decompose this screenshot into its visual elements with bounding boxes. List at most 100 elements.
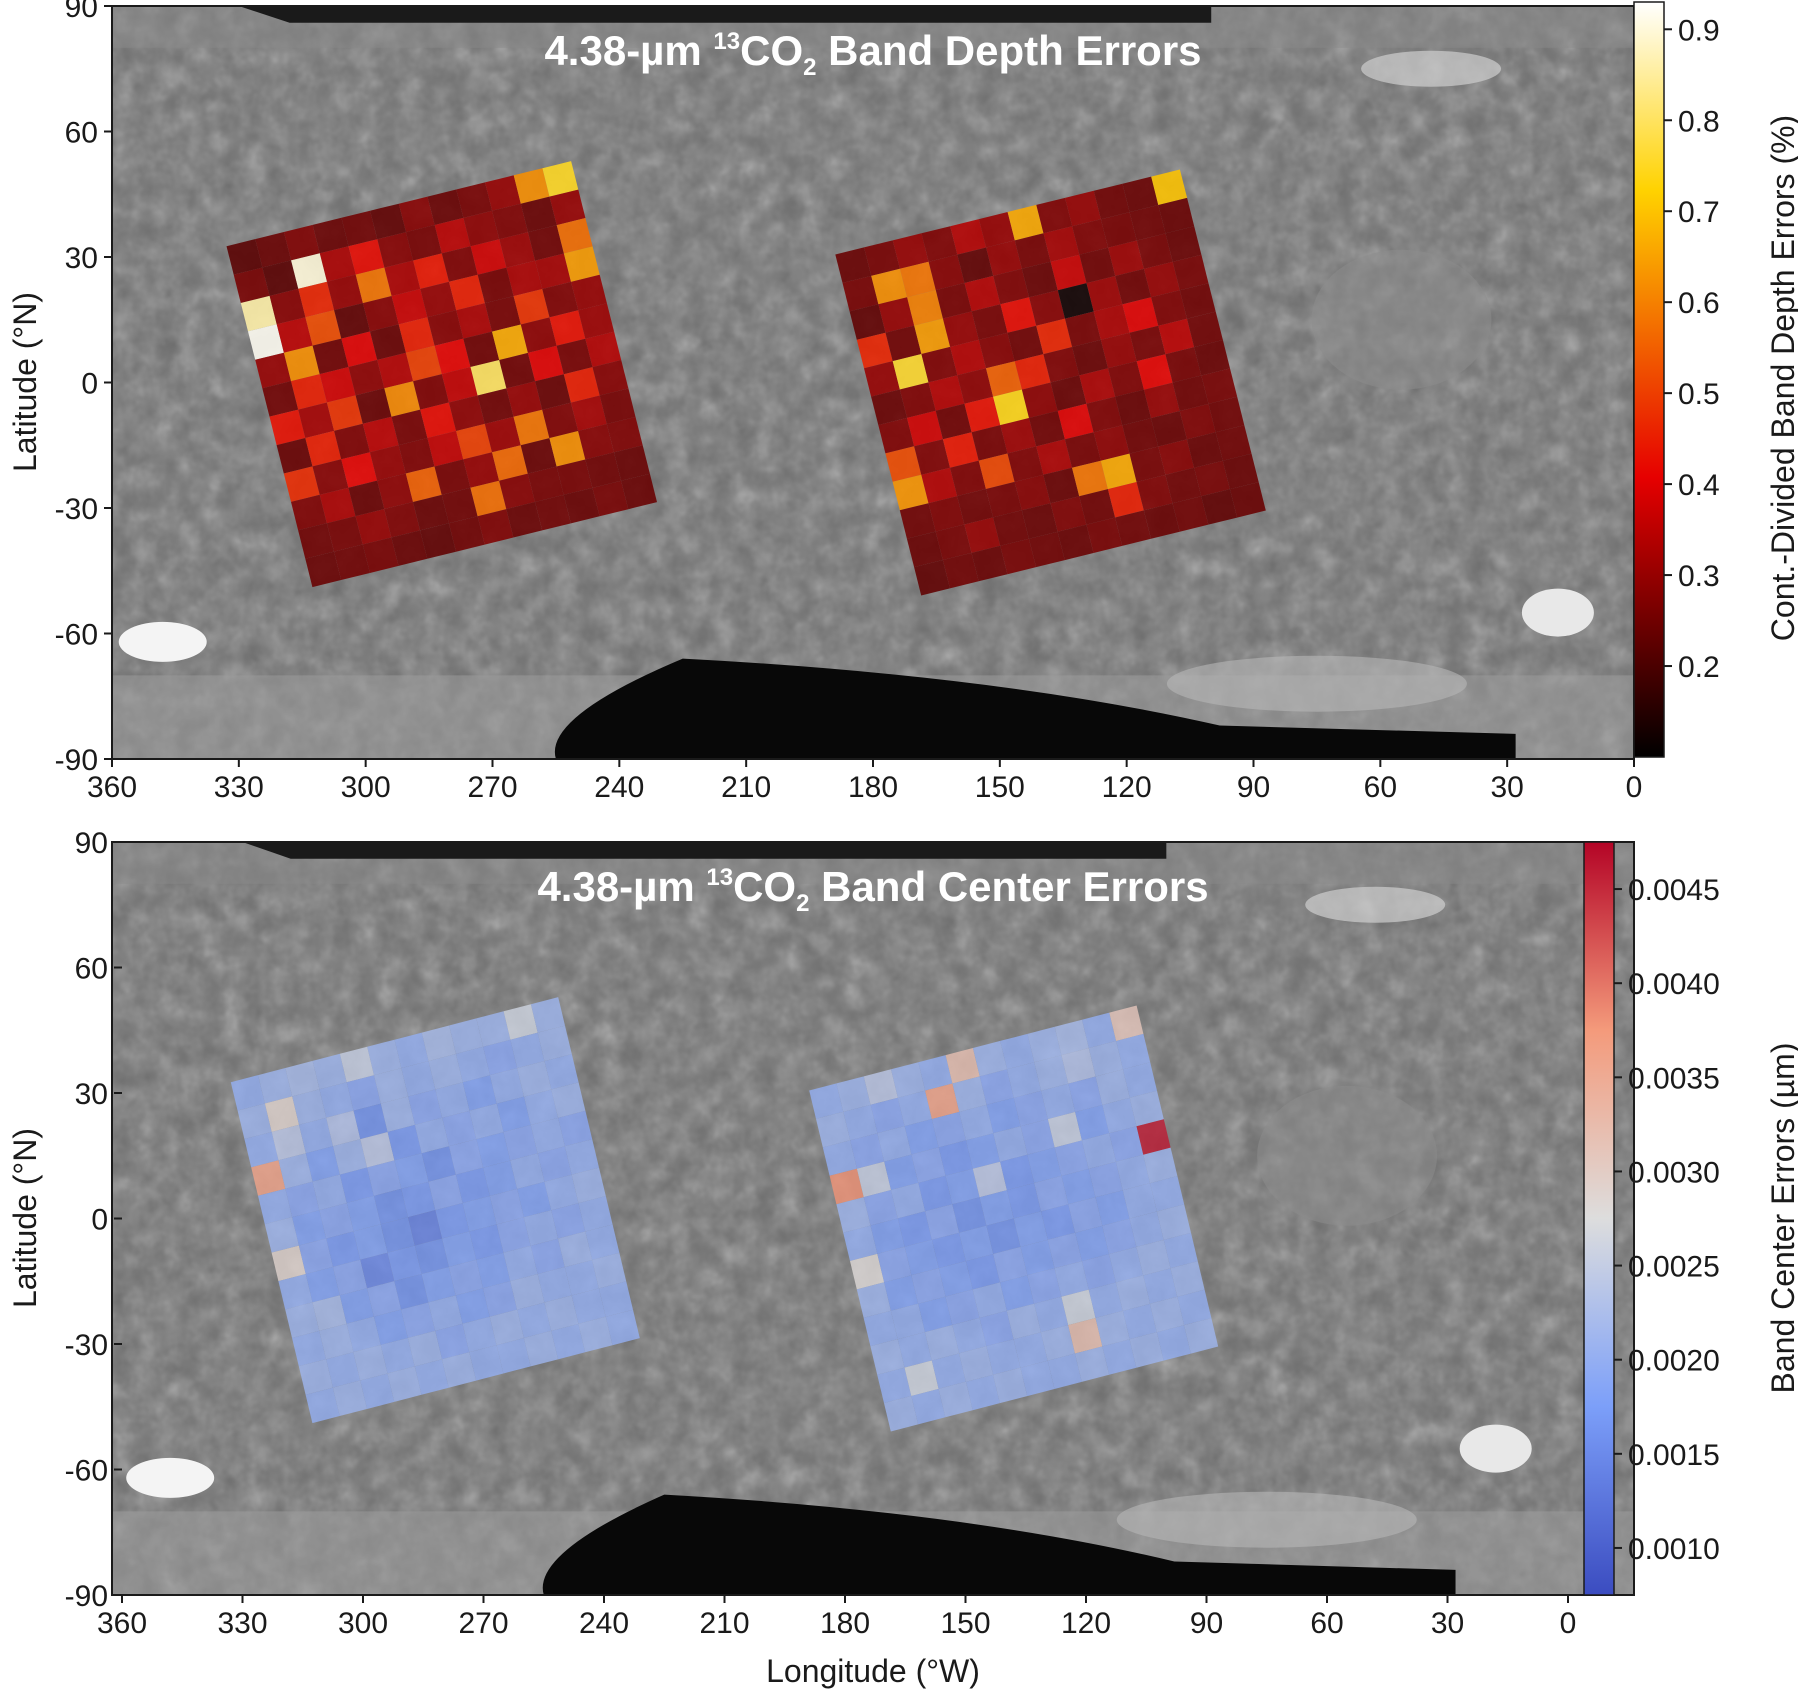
heatmap-cell bbox=[1000, 1275, 1035, 1311]
heatmap-cell bbox=[843, 1225, 878, 1261]
heatmap-cell bbox=[291, 253, 327, 289]
heatmap-cell bbox=[305, 1266, 340, 1303]
heatmap-cell bbox=[339, 1046, 374, 1083]
heatmap-cell bbox=[489, 1188, 524, 1225]
heatmap-cell bbox=[959, 1104, 994, 1141]
heatmap-cell bbox=[535, 374, 571, 410]
x-tick-label: 120 bbox=[1061, 1607, 1111, 1640]
heatmap-cell bbox=[258, 1068, 293, 1104]
heatmap-cell bbox=[346, 1075, 381, 1111]
heatmap-cell bbox=[391, 288, 428, 325]
heatmap-cell bbox=[1086, 396, 1123, 433]
heatmap-cell bbox=[1102, 1339, 1137, 1375]
x-tick-label: 360 bbox=[87, 771, 137, 804]
heatmap-cell bbox=[1027, 1026, 1062, 1063]
heatmap-cell bbox=[563, 367, 600, 403]
heatmap-cell bbox=[877, 1246, 912, 1283]
heatmap-cell bbox=[384, 381, 421, 417]
heatmap-cell bbox=[621, 473, 657, 510]
heatmap-cell bbox=[978, 212, 1015, 248]
heatmap-cell bbox=[1047, 1353, 1082, 1389]
heatmap-cell bbox=[952, 1317, 987, 1354]
heatmap-cell bbox=[966, 1133, 1001, 1169]
heatmap-cell bbox=[346, 1316, 381, 1353]
region-1 bbox=[226, 161, 657, 588]
panel-band-depth: 360 330 300 270 240 210 180 150 120 90 60 30 0906030… bbox=[7, 0, 1798, 804]
heatmap-cell bbox=[1061, 1289, 1096, 1326]
heatmap-cell bbox=[558, 1110, 593, 1147]
heatmap-cell bbox=[517, 1181, 552, 1218]
heatmap-cell bbox=[978, 332, 1015, 369]
heatmap-cell bbox=[492, 324, 528, 360]
y-tick-label: -60 bbox=[55, 619, 98, 652]
heatmap-cell bbox=[1027, 1268, 1062, 1304]
colorbar-tick-label: 0.7 bbox=[1678, 196, 1720, 229]
heatmap-cell bbox=[276, 438, 313, 474]
bright-terrain-north bbox=[1305, 886, 1446, 923]
heatmap-cell bbox=[503, 1125, 538, 1161]
heatmap-cell bbox=[1151, 169, 1188, 205]
heatmap-cell bbox=[935, 283, 972, 319]
heatmap-cell bbox=[1095, 1310, 1130, 1347]
colorbar-ticks-1: 0.0010 0.0015 0.0020 0.0025 0.0030 0.0035 0.00… bbox=[1614, 874, 1720, 1566]
heatmap-cell bbox=[413, 374, 449, 410]
heatmap-cell bbox=[993, 510, 1029, 546]
x-tick-label: 180 bbox=[820, 1607, 870, 1640]
heatmap-cell bbox=[950, 460, 986, 497]
heatmap-cell bbox=[341, 331, 378, 367]
heatmap-cell bbox=[291, 374, 327, 410]
heatmap-cell bbox=[598, 1281, 633, 1317]
heatmap-cell bbox=[606, 416, 643, 453]
heatmap-cell bbox=[463, 210, 500, 247]
heatmap-cell bbox=[897, 1090, 932, 1127]
heatmap-cell bbox=[291, 494, 327, 531]
heatmap-cell bbox=[377, 352, 414, 389]
heatmap-cell bbox=[496, 1096, 531, 1133]
x-tick-label: 120 bbox=[1102, 771, 1152, 804]
heatmap-cell bbox=[578, 1316, 613, 1353]
heatmap-cell bbox=[506, 381, 543, 417]
heatmap-cell bbox=[441, 487, 478, 524]
heatmap-cell bbox=[333, 1259, 368, 1296]
heatmap-cell bbox=[1107, 482, 1144, 518]
heatmap-cell bbox=[1020, 1119, 1055, 1155]
heatmap-cell bbox=[387, 1366, 422, 1402]
heatmap-cell bbox=[319, 487, 356, 524]
heatmap-cell bbox=[1116, 1275, 1150, 1311]
heatmap-cell bbox=[571, 1288, 606, 1324]
heatmap-cell bbox=[537, 1146, 572, 1182]
heatmap-cell bbox=[850, 1253, 885, 1290]
heatmap-cell bbox=[513, 409, 550, 446]
x-tick-label: 30 bbox=[1490, 771, 1523, 804]
heatmap-cell bbox=[1194, 340, 1230, 376]
heatmap-cell bbox=[298, 1359, 333, 1395]
heatmap-cell bbox=[563, 246, 600, 282]
heatmap-cell bbox=[556, 338, 593, 375]
heatmap-cell bbox=[401, 1061, 436, 1097]
heatmap-cell bbox=[1043, 467, 1080, 504]
heatmap-cell bbox=[1122, 1062, 1157, 1098]
heatmap-cell bbox=[891, 1062, 926, 1098]
heatmap-cell bbox=[605, 1309, 640, 1346]
heatmap-cell bbox=[564, 1260, 599, 1296]
heatmap-cell bbox=[904, 1119, 939, 1155]
heatmap-cell bbox=[979, 1310, 1014, 1347]
heatmap-cell bbox=[1057, 524, 1094, 561]
heatmap-cell bbox=[370, 324, 406, 360]
heatmap-cell bbox=[362, 416, 399, 453]
heatmap-cell bbox=[449, 274, 485, 311]
heatmap-cell bbox=[931, 1111, 966, 1148]
heatmap-cell bbox=[957, 368, 994, 404]
heatmap-cell bbox=[1186, 432, 1223, 468]
heatmap-cell bbox=[476, 1132, 511, 1168]
heatmap-cell bbox=[1021, 382, 1058, 418]
y-tick-label: 0 bbox=[91, 1204, 108, 1237]
heatmap-cell bbox=[863, 1190, 898, 1226]
x-tick-label: 240 bbox=[594, 771, 644, 804]
heatmap-cell bbox=[496, 1217, 531, 1253]
heatmap-cell bbox=[1095, 1190, 1130, 1226]
heatmap-cell bbox=[836, 1197, 871, 1233]
heatmap-cell bbox=[298, 402, 335, 438]
heatmap-cell bbox=[255, 352, 291, 389]
heatmap-cell bbox=[528, 225, 564, 261]
